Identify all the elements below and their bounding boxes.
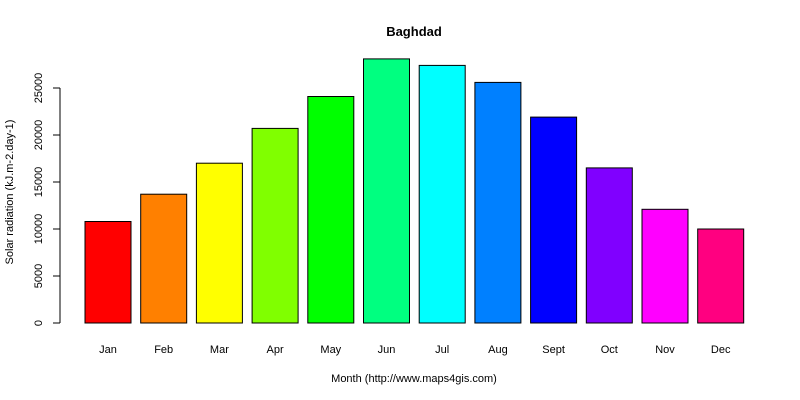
x-axis-label: Month (http://www.maps4gis.com): [331, 373, 497, 385]
x-tick-label: Nov: [655, 344, 675, 356]
x-tick-label: Jun: [378, 344, 396, 356]
y-tick-label: 25000: [33, 73, 45, 104]
bar-nov: [641, 208, 689, 324]
y-tick-label: 20000: [33, 120, 45, 151]
y-tick-label: 10000: [33, 214, 45, 245]
x-tick-label: Dec: [711, 344, 731, 356]
x-tick-label: May: [320, 344, 341, 356]
bar-may: [307, 96, 355, 324]
x-tick-labels: Jan Feb Mar Apr May Jun Jul Aug Sept Oct Nov Dec: [99, 344, 731, 356]
x-tick-label: Aug: [488, 344, 508, 356]
bar-sept: [530, 116, 578, 324]
bar-feb: [140, 193, 188, 324]
y-axis-label: Solar radiation (kJ.m-2.day-1): [4, 120, 16, 265]
x-tick-label: Jan: [99, 344, 117, 356]
x-tick-label: Apr: [267, 344, 284, 356]
x-tick-label: Mar: [210, 344, 229, 356]
x-tick-label: Jul: [435, 344, 449, 356]
y-tick-label: 5000: [33, 264, 45, 288]
x-tick-label: Sept: [542, 344, 565, 356]
bar-mar: [195, 162, 243, 324]
bar-apr: [251, 127, 299, 324]
y-axis: 0 5000 10000 15000 20000 25000: [33, 73, 61, 326]
y-tick-label: 15000: [33, 167, 45, 198]
x-tick-label: Feb: [154, 344, 173, 356]
bar-oct: [585, 167, 633, 324]
x-tick-label: Oct: [601, 344, 618, 356]
bar-dec: [697, 228, 745, 324]
bar-aug: [474, 81, 522, 324]
y-tick-label: 0: [33, 320, 45, 326]
chart-title: Baghdad: [386, 24, 442, 39]
bar-jul: [418, 64, 466, 324]
bars: [84, 58, 745, 324]
bar-jun: [363, 58, 410, 324]
bar-jan: [84, 221, 132, 324]
